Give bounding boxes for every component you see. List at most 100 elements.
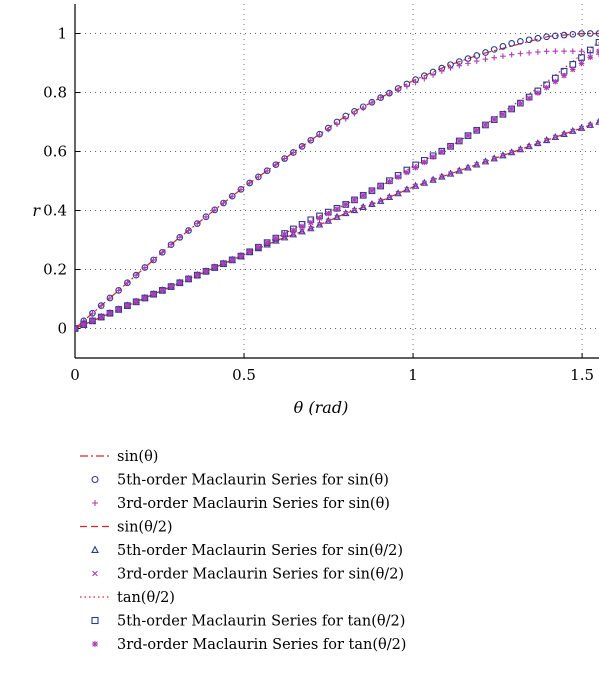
data-point [369,201,375,207]
data-point [508,39,516,47]
data-point [334,121,340,128]
data-point [185,276,192,282]
data-point [411,181,420,189]
data-point [89,310,96,317]
tick-labels: 0 0.5 1 1.5 0 0.2 0.4 0.6 0.8 1 [43,25,594,385]
data-point [456,138,463,144]
data-point [525,36,533,44]
data-point [159,287,166,294]
data-point [465,60,471,67]
data-point [342,201,349,208]
data-point [481,157,490,165]
data-point [229,193,235,199]
data-point [473,160,481,168]
data-point [351,110,358,117]
data-point [439,174,445,180]
data-point [360,192,366,199]
data-point [561,48,567,54]
data-point [595,38,599,46]
data-point [386,91,393,97]
data-point [316,132,323,138]
data-point [194,220,201,227]
series-3 [75,121,599,330]
data-point [577,123,586,131]
data-point [299,228,305,235]
data-point [308,219,314,226]
data-point [508,51,515,58]
data-point [421,180,427,186]
data-point [124,279,131,286]
y-tick-label: 0 [57,320,67,338]
data-point [404,169,410,176]
data-point [273,161,279,168]
legend-item: sin(θ/2) [80,520,173,536]
data-point [264,167,270,174]
data-point [500,111,506,118]
data-point [570,66,576,73]
data-point [80,321,87,328]
data-point [133,299,139,305]
data-point [473,127,480,134]
series-4 [75,117,599,332]
legend-label: 3rd-order Maclaurin Series for sin(θ) [117,496,390,512]
data-point [150,257,157,263]
data-point [516,145,525,153]
data-point [543,84,550,91]
legend-label: 5th-order Maclaurin Series for sin(θ) [117,473,389,489]
x-tick-label: 0.5 [232,366,256,384]
legend: sin(θ) 5th-order Maclaurin Series for sin… [80,449,406,653]
data-point [578,30,585,37]
data-point [526,143,532,150]
data-point [446,169,455,177]
series-2 [75,48,599,332]
data-point [586,30,594,37]
data-point [378,198,384,204]
data-point [526,50,532,56]
data-point [376,196,385,204]
data-point [385,192,394,201]
data-point [229,257,235,263]
legend-item: 5th-order Maclaurin Series for sin(θ/2) [91,543,403,559]
data-point [404,83,410,90]
data-point [587,122,593,128]
legend-marker [92,500,98,506]
data-point [552,78,559,85]
data-point [517,100,524,107]
data-point [220,200,227,206]
data-point [535,49,541,55]
data-point [465,132,471,139]
data-point [290,227,297,234]
data-point [596,119,599,125]
data-point [438,172,446,180]
data-point [552,134,558,140]
data-point [333,212,341,220]
data-point [543,33,550,41]
data-point [464,163,472,171]
data-point [490,154,498,162]
data-point [168,241,174,248]
data-point [473,52,481,59]
data-point [570,128,576,134]
data-point [587,54,594,61]
data-point [211,207,218,213]
data-point [570,48,576,54]
legend-label: 5th-order Maclaurin Series for tan(θ/2) [117,614,405,630]
data-point [482,158,489,165]
y-tick-label: 0.2 [43,261,67,279]
legend-marker [92,570,98,577]
data-point [569,61,577,68]
data-point [482,56,489,63]
data-point [107,310,113,317]
data-point [298,227,306,235]
data-point [281,231,288,237]
data-point [507,148,516,156]
data-point [107,295,113,301]
data-point [308,137,314,144]
series-1 [75,30,599,332]
data-point [596,51,599,57]
y-axis-label: r [32,201,41,220]
data-point [517,50,524,57]
data-point [185,227,192,234]
data-point [342,209,350,217]
data-point [569,30,577,38]
